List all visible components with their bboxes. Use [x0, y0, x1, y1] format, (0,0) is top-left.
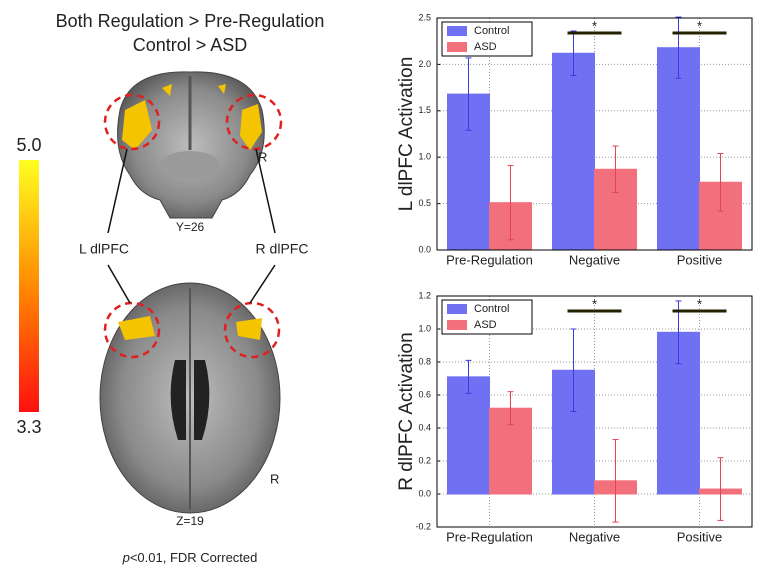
- bar: [552, 52, 595, 251]
- coronal-brain: [103, 71, 283, 219]
- connector: [107, 148, 128, 234]
- side-label: R: [270, 471, 279, 486]
- connector: [255, 148, 276, 234]
- x-tick-label: Pre-Regulation: [446, 529, 533, 544]
- legend-label: ASD: [474, 319, 497, 331]
- y-axis-label: R dlPFC Activation: [396, 332, 417, 490]
- legend-swatch: [447, 42, 467, 52]
- bar: [447, 376, 490, 495]
- footnote-text: <0.01, FDR Corrected: [130, 550, 258, 565]
- connector: [249, 264, 276, 304]
- y-axis-label: L dlPFC Activation: [396, 57, 417, 212]
- colorbar-min: 3.3: [16, 417, 41, 437]
- side-label: R: [258, 149, 267, 164]
- connector: [107, 264, 131, 304]
- x-tick-label: Positive: [677, 252, 723, 267]
- region-label: R dlPFC: [256, 241, 309, 257]
- colorbar: [19, 160, 39, 412]
- figure-title: Both Regulation > Pre-Regulation: [56, 11, 325, 31]
- y-tick-label: 0.4: [418, 422, 431, 432]
- footnote: p<0.01, FDR Corrected: [122, 550, 258, 565]
- y-tick-label: 2.5: [418, 12, 431, 22]
- y-tick-label: 0.0: [418, 244, 431, 254]
- x-tick-label: Negative: [569, 252, 620, 267]
- legend-label: Control: [474, 303, 509, 315]
- footnote-p: p: [122, 550, 130, 565]
- y-tick-label: 1.5: [418, 105, 431, 115]
- significance-label: *: [697, 18, 702, 33]
- legend-swatch: [447, 320, 467, 330]
- slice-label: Z=19: [176, 514, 204, 528]
- x-tick-label: Pre-Regulation: [446, 252, 533, 267]
- y-tick-label: 0.8: [418, 356, 431, 366]
- x-tick-label: Positive: [677, 529, 723, 544]
- significance-label: *: [592, 18, 597, 33]
- legend-swatch: [447, 304, 467, 314]
- axial-brain: [99, 282, 281, 514]
- figure-subtitle: Control > ASD: [133, 35, 248, 55]
- legend-label: Control: [474, 25, 509, 37]
- y-tick-label: 1.0: [418, 323, 431, 333]
- y-tick-label: 1.0: [418, 152, 431, 162]
- slice-label: Y=26: [176, 220, 205, 234]
- plot-frame: [436, 17, 753, 251]
- legend-swatch: [447, 26, 467, 36]
- x-tick-label: Negative: [569, 529, 620, 544]
- y-tick-label: 0.0: [418, 488, 431, 498]
- y-tick-label: -0.2: [415, 521, 431, 531]
- y-tick-label: 0.5: [418, 198, 431, 208]
- y-tick-label: 1.2: [418, 290, 431, 300]
- significance-label: *: [697, 296, 702, 311]
- legend-label: ASD: [474, 41, 497, 53]
- colorbar-max: 5.0: [16, 135, 41, 155]
- y-tick-label: 0.2: [418, 455, 431, 465]
- y-tick-label: 2.0: [418, 59, 431, 69]
- y-tick-label: 0.6: [418, 389, 431, 399]
- significance-label: *: [592, 296, 597, 311]
- bar: [657, 47, 700, 251]
- region-label: L dlPFC: [79, 241, 129, 257]
- plot-frame: [436, 295, 753, 528]
